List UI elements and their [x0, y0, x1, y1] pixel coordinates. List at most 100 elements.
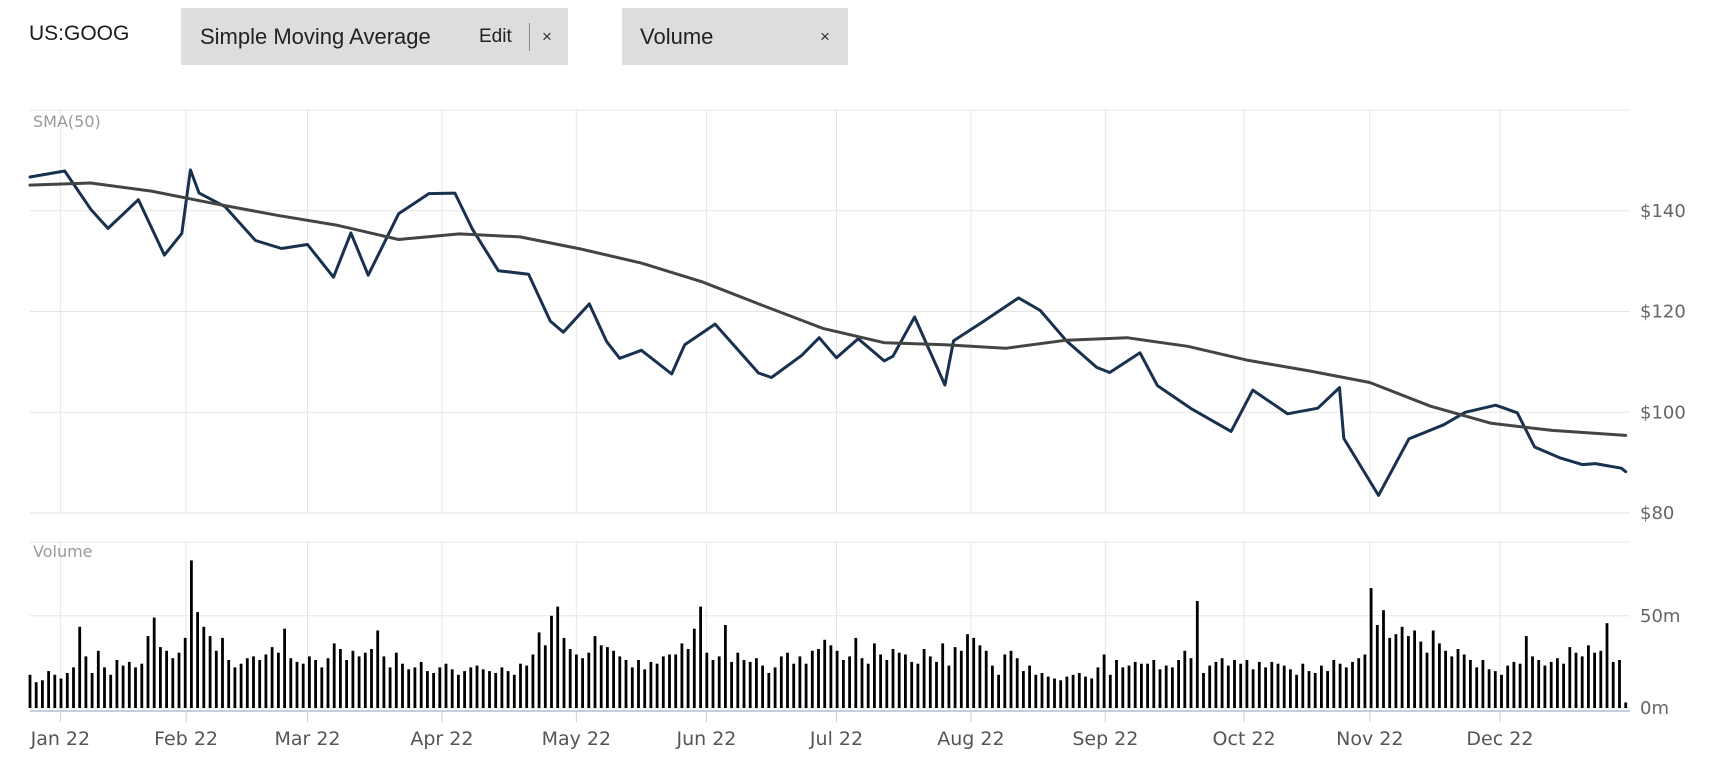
- volume-bar: [245, 658, 249, 708]
- volume-bar: [842, 660, 845, 708]
- volume-bar: [1313, 673, 1317, 708]
- volume-bar: [1133, 661, 1137, 708]
- volume-bar: [165, 650, 168, 708]
- volume-bar: [146, 636, 150, 708]
- volume-bar: [463, 671, 466, 708]
- volume-bar: [537, 632, 541, 708]
- volume-bar: [897, 652, 901, 708]
- volume-bar: [41, 680, 44, 708]
- volume-bar: [885, 660, 889, 708]
- volume-bar: [388, 667, 392, 708]
- volume-bar: [208, 636, 212, 708]
- volume-bar: [1338, 663, 1342, 708]
- volume-bar: [556, 606, 560, 708]
- volume-bar: [724, 625, 727, 708]
- volume-bar: [959, 650, 963, 708]
- volume-bar: [1084, 676, 1087, 708]
- volume-bar: [500, 667, 504, 708]
- volume-bar: [1257, 661, 1261, 708]
- volume-bar: [581, 658, 584, 708]
- volume-bar: [1593, 652, 1596, 708]
- volume-bar: [1264, 667, 1267, 708]
- volume-bar: [1177, 660, 1180, 708]
- volume-bar: [444, 663, 448, 708]
- x-axis: Jan 22 Feb 22 Mar 22 Apr 22 May 22 Jun 22 Jul …: [30, 710, 1630, 750]
- edit-indicator-button[interactable]: Edit: [479, 25, 512, 47]
- volume-bar: [904, 654, 907, 708]
- volume-bar: [308, 656, 311, 708]
- price-y-axis: $140 $120 $100 $80: [1640, 201, 1686, 524]
- volume-bar: [1357, 658, 1361, 708]
- volume-bar: [1152, 660, 1156, 708]
- x-tick-label: Oct 22: [1213, 728, 1276, 750]
- volume-bar: [568, 649, 572, 708]
- volume-bar: [357, 656, 361, 708]
- volume-bar: [668, 654, 671, 708]
- volume-bar: [1053, 678, 1056, 708]
- volume-bar: [1127, 665, 1131, 708]
- volume-bar: [860, 658, 864, 708]
- volume-bar: [1226, 665, 1230, 708]
- volume-bar: [1518, 663, 1522, 708]
- volume-bar: [1500, 674, 1503, 708]
- volume-bar: [239, 663, 243, 708]
- volume-bar: [1102, 654, 1106, 708]
- volume-bar: [786, 652, 789, 708]
- volume-bar: [991, 665, 994, 708]
- volume-bar: [1046, 676, 1050, 708]
- volume-bar: [1195, 601, 1199, 708]
- volume-bar: [469, 667, 473, 708]
- volume-bar: [1382, 610, 1385, 708]
- volume-bar: [1208, 665, 1212, 708]
- volume-bar: [972, 637, 976, 708]
- volume-bar: [171, 658, 175, 708]
- volume-bar: [935, 661, 938, 708]
- volume-bar: [717, 656, 721, 708]
- volume-bar: [1245, 660, 1249, 708]
- volume-bar: [1295, 674, 1298, 708]
- volume-bar: [413, 667, 417, 708]
- x-tick-label: Apr 22: [410, 728, 473, 750]
- volume-bar: [1171, 667, 1174, 708]
- volume-bar: [984, 650, 988, 708]
- volume-y-tick-label: 50m: [1640, 606, 1680, 627]
- volume-bar: [997, 674, 1000, 708]
- volume-bar: [78, 626, 82, 708]
- volume-bar: [599, 645, 603, 708]
- volume-indicator-label: Volume: [640, 23, 714, 49]
- volume-bar: [28, 674, 32, 708]
- volume-bar: [475, 665, 479, 708]
- x-tick-label: Mar 22: [274, 728, 340, 750]
- price-y-tick-label: $100: [1640, 402, 1686, 423]
- volume-bar: [1419, 641, 1423, 708]
- volume-bar: [109, 674, 113, 708]
- volume-bar: [1003, 654, 1007, 708]
- volume-indicator-pill[interactable]: Volume ×: [622, 8, 848, 65]
- volume-bar: [481, 669, 485, 708]
- volume-bar: [1611, 661, 1615, 708]
- volume-bar: [1276, 663, 1280, 708]
- remove-volume-close-icon[interactable]: ×: [820, 26, 830, 46]
- volume-bar: [1189, 658, 1193, 708]
- volume-bar: [1524, 636, 1528, 708]
- volume-bar: [1183, 650, 1187, 708]
- volume-bar: [134, 667, 137, 708]
- volume-bar: [562, 637, 566, 708]
- volume-bar: [1090, 678, 1094, 708]
- volume-bar: [1307, 671, 1311, 708]
- volume-bar: [1251, 669, 1255, 708]
- volume-bar: [47, 671, 50, 708]
- volume-bar: [1562, 663, 1565, 708]
- sma-indicator-pill[interactable]: Simple Moving Average Edit ×: [181, 8, 568, 65]
- remove-indicator-close-icon[interactable]: ×: [542, 26, 552, 46]
- volume-bar: [1568, 647, 1572, 708]
- price-grid: [30, 109, 1630, 514]
- volume-bar: [84, 656, 88, 708]
- volume-bar: [637, 660, 640, 708]
- volume-bar: [519, 663, 522, 708]
- volume-bar: [1493, 671, 1497, 708]
- volume-bar: [1233, 660, 1236, 708]
- x-tick-label: Sep 22: [1072, 728, 1138, 750]
- volume-bar: [314, 660, 317, 708]
